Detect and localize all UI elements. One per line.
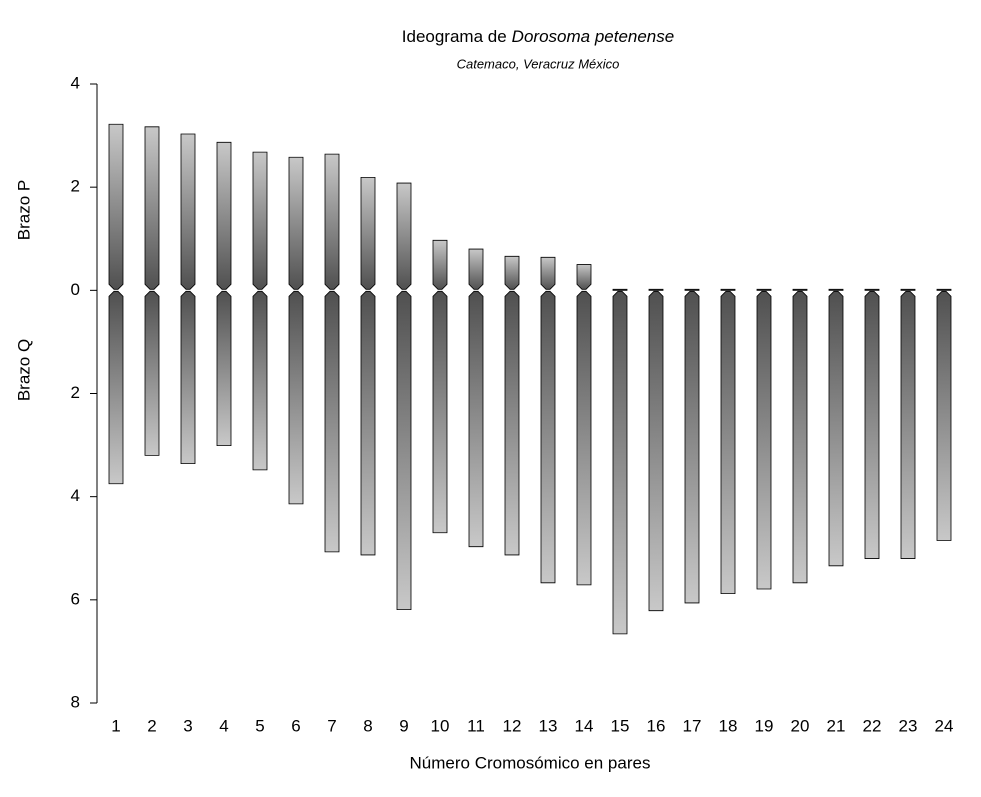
y-axis-label: Brazo Q xyxy=(14,339,33,401)
q-arm xyxy=(252,290,268,471)
x-tick-label: 12 xyxy=(503,716,522,735)
x-tick-label: 4 xyxy=(219,716,228,735)
y-tick-label: 8 xyxy=(71,692,80,711)
y-tick-label: 2 xyxy=(71,383,80,402)
x-tick-label: 2 xyxy=(147,716,156,735)
p-arm xyxy=(468,248,484,290)
q-arm xyxy=(432,290,448,534)
x-tick-label: 23 xyxy=(899,716,918,735)
title-species: Dorosoma petenense xyxy=(512,27,675,46)
p-arm xyxy=(324,153,340,290)
q-arm xyxy=(684,290,700,604)
y-tick-label: 0 xyxy=(71,280,80,299)
p-arm xyxy=(864,288,880,291)
x-tick-label: 17 xyxy=(683,716,702,735)
q-arm xyxy=(792,290,808,584)
x-tick-label: 24 xyxy=(935,716,954,735)
p-arm xyxy=(756,288,772,291)
p-arm xyxy=(360,176,376,290)
p-arm xyxy=(144,126,160,290)
q-arm xyxy=(504,290,520,556)
p-arm xyxy=(576,264,592,290)
q-arm xyxy=(108,290,124,485)
y-tick-label: 4 xyxy=(71,486,80,505)
q-arm xyxy=(396,290,412,611)
p-arm xyxy=(900,288,916,291)
q-arm xyxy=(828,290,844,567)
p-arm xyxy=(252,151,268,290)
q-arm xyxy=(864,290,880,559)
p-arm xyxy=(288,156,304,290)
x-tick-label: 15 xyxy=(611,716,630,735)
x-tick-label: 5 xyxy=(255,716,264,735)
x-tick-label: 7 xyxy=(327,716,336,735)
p-arm xyxy=(792,288,808,291)
q-arm xyxy=(324,290,340,553)
q-arm xyxy=(720,290,736,595)
x-tick-label: 3 xyxy=(183,716,192,735)
q-arm xyxy=(468,290,484,548)
x-tick-label: 22 xyxy=(863,716,882,735)
p-arm xyxy=(432,239,448,290)
p-arm xyxy=(504,255,520,290)
q-arm xyxy=(360,290,376,556)
y-tick-label: 6 xyxy=(71,589,80,608)
p-arm xyxy=(180,133,196,290)
x-tick-label: 9 xyxy=(399,716,408,735)
y-tick-label: 2 xyxy=(71,177,80,196)
chart-subtitle: Catemaco, Veracruz México xyxy=(457,56,620,71)
x-tick-label: 20 xyxy=(791,716,810,735)
p-arm xyxy=(684,288,700,291)
chart-title: Ideograma de Dorosoma petenense xyxy=(402,27,674,46)
p-arm xyxy=(108,123,124,290)
q-arm xyxy=(540,290,556,584)
x-tick-label: 11 xyxy=(467,716,485,735)
q-arm xyxy=(180,290,196,465)
p-arm xyxy=(936,288,952,291)
q-arm xyxy=(648,290,664,612)
x-tick-label: 21 xyxy=(827,716,846,735)
x-tick-label: 18 xyxy=(719,716,738,735)
q-arm xyxy=(612,290,628,635)
q-arm xyxy=(900,290,916,559)
x-tick-label: 8 xyxy=(363,716,372,735)
q-arm xyxy=(288,290,304,505)
y-tick-label: 4 xyxy=(71,73,80,92)
q-arm xyxy=(756,290,772,590)
x-tick-label: 19 xyxy=(755,716,774,735)
p-arm xyxy=(540,256,556,290)
q-arm xyxy=(216,290,232,446)
title-text: Ideograma de xyxy=(402,27,507,46)
x-tick-label: 16 xyxy=(647,716,666,735)
p-arm xyxy=(648,288,664,291)
p-arm xyxy=(396,182,412,290)
q-arm xyxy=(936,290,952,541)
x-tick-label: 10 xyxy=(431,716,450,735)
y-axis-label: Brazo P xyxy=(14,180,33,240)
p-arm xyxy=(216,141,232,290)
x-tick-label: 6 xyxy=(291,716,300,735)
x-tick-label: 14 xyxy=(575,716,594,735)
p-arm xyxy=(828,288,844,291)
p-arm xyxy=(720,288,736,291)
q-arm xyxy=(576,290,592,586)
x-tick-label: 1 xyxy=(111,716,120,735)
q-arm xyxy=(144,290,160,456)
x-axis-label: Número Cromosómico en pares xyxy=(410,753,651,772)
p-arm xyxy=(612,288,628,291)
x-tick-label: 13 xyxy=(539,716,558,735)
